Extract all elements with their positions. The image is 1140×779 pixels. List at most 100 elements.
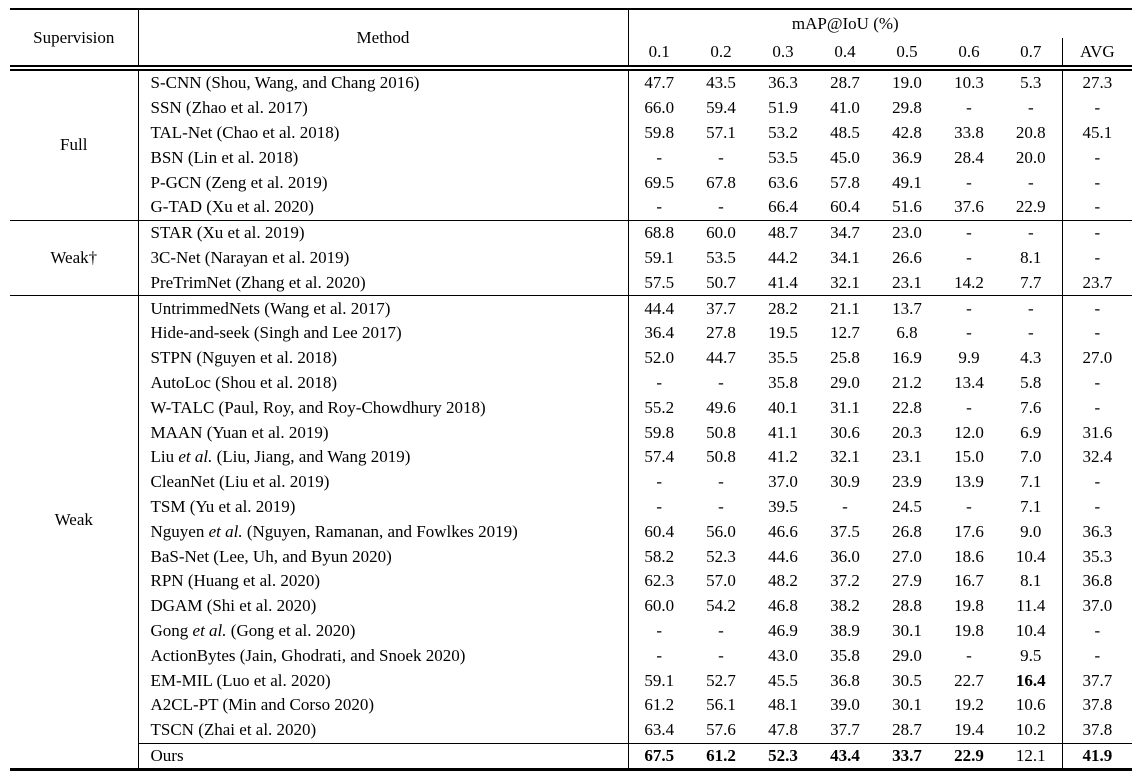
map-value: -	[656, 372, 663, 392]
table-header: Supervision Method mAP@IoU (%) 0.1 0.2 0…	[10, 9, 1133, 71]
section-ours: Ours 67.5 61.2 52.3 43.4 33.7 22.9 12.1 41.9	[10, 742, 1133, 770]
method-cell: W-TALC (Paul, Roy, and Roy-Chowdhury 201…	[138, 395, 629, 421]
avg-value: -	[1061, 219, 1133, 246]
map-value: 39.5	[768, 496, 798, 516]
map-value: 41.0	[830, 98, 860, 118]
supervision-label-empty	[10, 743, 139, 770]
map-value: -	[1027, 323, 1034, 343]
map-value: 28.7	[830, 73, 860, 93]
avg-value: 37.8	[1061, 717, 1133, 744]
map-value: -	[966, 323, 972, 343]
map-value: -	[966, 645, 972, 665]
map-value: 59.1	[644, 247, 675, 267]
map-value: 29.8	[892, 98, 922, 118]
method-name-text: Hide-and-seek (Singh and Lee 2017)	[150, 323, 402, 343]
method-cell: 3C-Net (Narayan et al. 2019)	[138, 245, 629, 271]
table-row: BSN (Lin et al. 2018) - - 53.5 45.0 36.9 28.4 2…	[10, 145, 1133, 171]
map-value: 8.1	[1020, 247, 1042, 267]
map-value: -	[656, 496, 663, 516]
map-value: 6.8	[896, 323, 918, 343]
map-value: 7.1	[1020, 496, 1042, 516]
col-header-supervision: Supervision	[10, 9, 139, 71]
method-cell: RPN (Huang et al. 2020)	[138, 568, 629, 594]
map-value: 47.8	[768, 720, 798, 740]
map-value: 26.6	[892, 247, 922, 267]
method-name-text: Nguyen	[150, 521, 209, 541]
map-value: 38.2	[830, 596, 860, 616]
method-name-text: TSCN (Zhai et al. 2020)	[150, 720, 317, 740]
table-row: EM-MIL (Luo et al. 2020) 59.1 52.7 45.5 36.8…	[10, 668, 1133, 693]
avg-value: -	[1061, 395, 1133, 421]
map-value: 11.4	[1016, 596, 1046, 616]
map-value: 50.8	[706, 447, 736, 467]
method-name-text: Gong	[150, 620, 193, 640]
map-value: 52.7	[706, 670, 736, 690]
method-name-text: STPN (Nguyen et al. 2018)	[150, 348, 338, 368]
table-row: TAL-Net (Chao et al. 2018) 59.8 57.1 53.2 48…	[10, 120, 1133, 146]
method-cell: G-TAD (Xu et al. 2020)	[138, 194, 629, 221]
map-value: -	[966, 247, 972, 267]
map-value: 61.2	[690, 742, 752, 770]
table-row: TSM (Yu et al. 2019) - -39.5-24.5-7.1-	[10, 494, 1133, 520]
map-value: 46.8	[768, 596, 798, 616]
map-value: -	[938, 295, 1000, 321]
map-value: 38.9	[830, 620, 860, 640]
map-value: 10.4	[1015, 546, 1046, 566]
map-value: 57.0	[706, 571, 736, 591]
map-value: 58.2	[644, 546, 675, 566]
map-value: 31.1	[830, 397, 860, 417]
map-value: 50.8	[706, 422, 736, 442]
map-value: 10.4	[1015, 620, 1046, 640]
map-value: 22.7	[954, 670, 984, 690]
method-name-text: MAAN (Yuan et al. 2019)	[150, 422, 329, 442]
map-value: -	[718, 620, 724, 640]
map-value: 48.5	[830, 122, 860, 142]
map-value: 20.8	[1015, 122, 1046, 142]
method-cell: STPN (Nguyen et al. 2018)	[138, 345, 629, 371]
map-value: 57.6	[706, 720, 736, 740]
avg-value: 41.9	[1061, 742, 1133, 770]
section-full: Full S-CNN (Shou, Wang, and Chang 2016) 47…	[10, 68, 1133, 221]
map-value: 43.0	[768, 645, 798, 665]
map-value: 30.1	[892, 695, 922, 715]
map-value: 28.4	[954, 147, 984, 167]
method-name-text: Ours	[150, 745, 184, 765]
method-cell: STAR (Xu et al. 2019)	[138, 219, 629, 246]
map-value: 34.1	[830, 247, 860, 267]
method-cell: MAAN (Yuan et al. 2019)	[138, 420, 629, 445]
map-value: -	[718, 645, 724, 665]
map-value: -	[1000, 219, 1063, 246]
table-row: TSCN (Zhai et al. 2020) 63.4 57.6 47.8 37.7 2…	[10, 717, 1133, 744]
avg-value: -	[1061, 370, 1133, 396]
avg-value: -	[1061, 469, 1133, 495]
table-row: Liu et al. (Liu, Jiang, and Wang 2019) 57…	[10, 444, 1133, 470]
map-value: 34.7	[814, 219, 876, 246]
map-value: 30.5	[892, 670, 922, 690]
map-value: 5.3	[1020, 73, 1042, 93]
method-cell: A2CL-PT (Min and Corso 2020)	[138, 692, 629, 718]
method-cell: TSCN (Zhai et al. 2020)	[138, 717, 629, 744]
map-value: 57.8	[830, 172, 860, 192]
map-value: 47.7	[644, 73, 675, 93]
method-name-text: 3C-Net (Narayan et al. 2019)	[150, 247, 350, 267]
map-value: 44.4	[628, 295, 690, 321]
method-name-text: AutoLoc (Shou et al. 2018)	[150, 372, 338, 392]
map-value: 49.1	[892, 172, 922, 192]
avg-value: 37.8	[1061, 692, 1133, 718]
map-value: 55.2	[644, 397, 675, 417]
table-row-ours: Ours 67.5 61.2 52.3 43.4 33.7 22.9 12.1 41.9	[10, 742, 1133, 770]
map-value: 19.0	[892, 73, 922, 93]
map-value: -	[966, 496, 972, 516]
map-value: 7.1	[1020, 472, 1042, 492]
map-value: 53.5	[768, 147, 798, 167]
map-value: 9.0	[1020, 521, 1042, 541]
supervision-label: Weak	[10, 295, 139, 744]
map-value: 36.4	[644, 323, 675, 343]
table-row: Hide-and-seek (Singh and Lee 2017) 36.4 27…	[10, 320, 1133, 346]
map-value: 19.5	[768, 323, 798, 343]
table-row: BaS-Net (Lee, Uh, and Byun 2020) 58.2 52.3…	[10, 544, 1133, 569]
map-value: 36.0	[830, 546, 860, 566]
map-value: 46.6	[768, 521, 798, 541]
map-value: 67.5	[628, 742, 690, 770]
avg-value: 23.7	[1061, 270, 1133, 296]
